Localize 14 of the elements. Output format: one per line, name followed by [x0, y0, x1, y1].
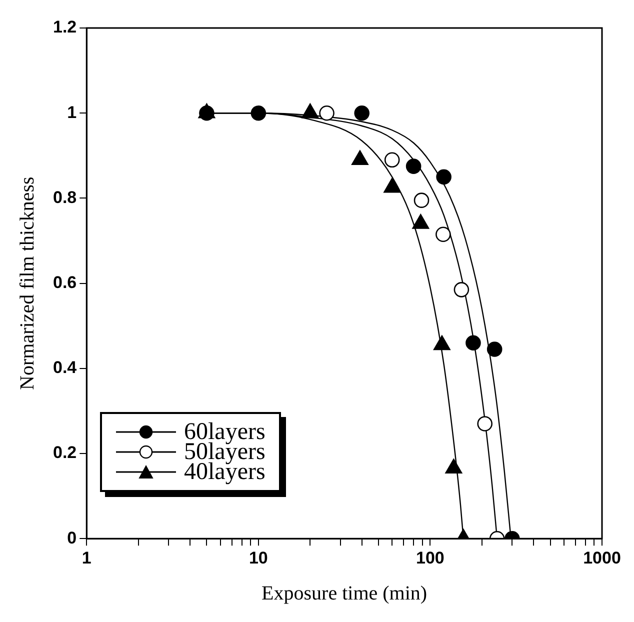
x-tick-label: 100: [416, 548, 444, 568]
y-tick-label: 0: [67, 528, 77, 548]
y-tick-label: 0.2: [52, 443, 77, 462]
x-tick-label: 1000: [583, 548, 621, 568]
x-tick-label: 10: [248, 548, 268, 568]
x-tick-label: 1: [82, 548, 92, 568]
y-tick-label: 0.4: [52, 358, 78, 378]
y-tick-label: 0.8: [52, 188, 77, 207]
y-tick-label: 1.2: [52, 18, 77, 37]
legend-label: 60layers: [184, 419, 266, 445]
x-axis-title: Exposure time (min): [262, 582, 428, 604]
y-axis-title: Normarized film thickness: [16, 176, 38, 390]
y-tick-label: 1: [67, 102, 77, 122]
y-tick-label: 0.6: [52, 272, 77, 292]
